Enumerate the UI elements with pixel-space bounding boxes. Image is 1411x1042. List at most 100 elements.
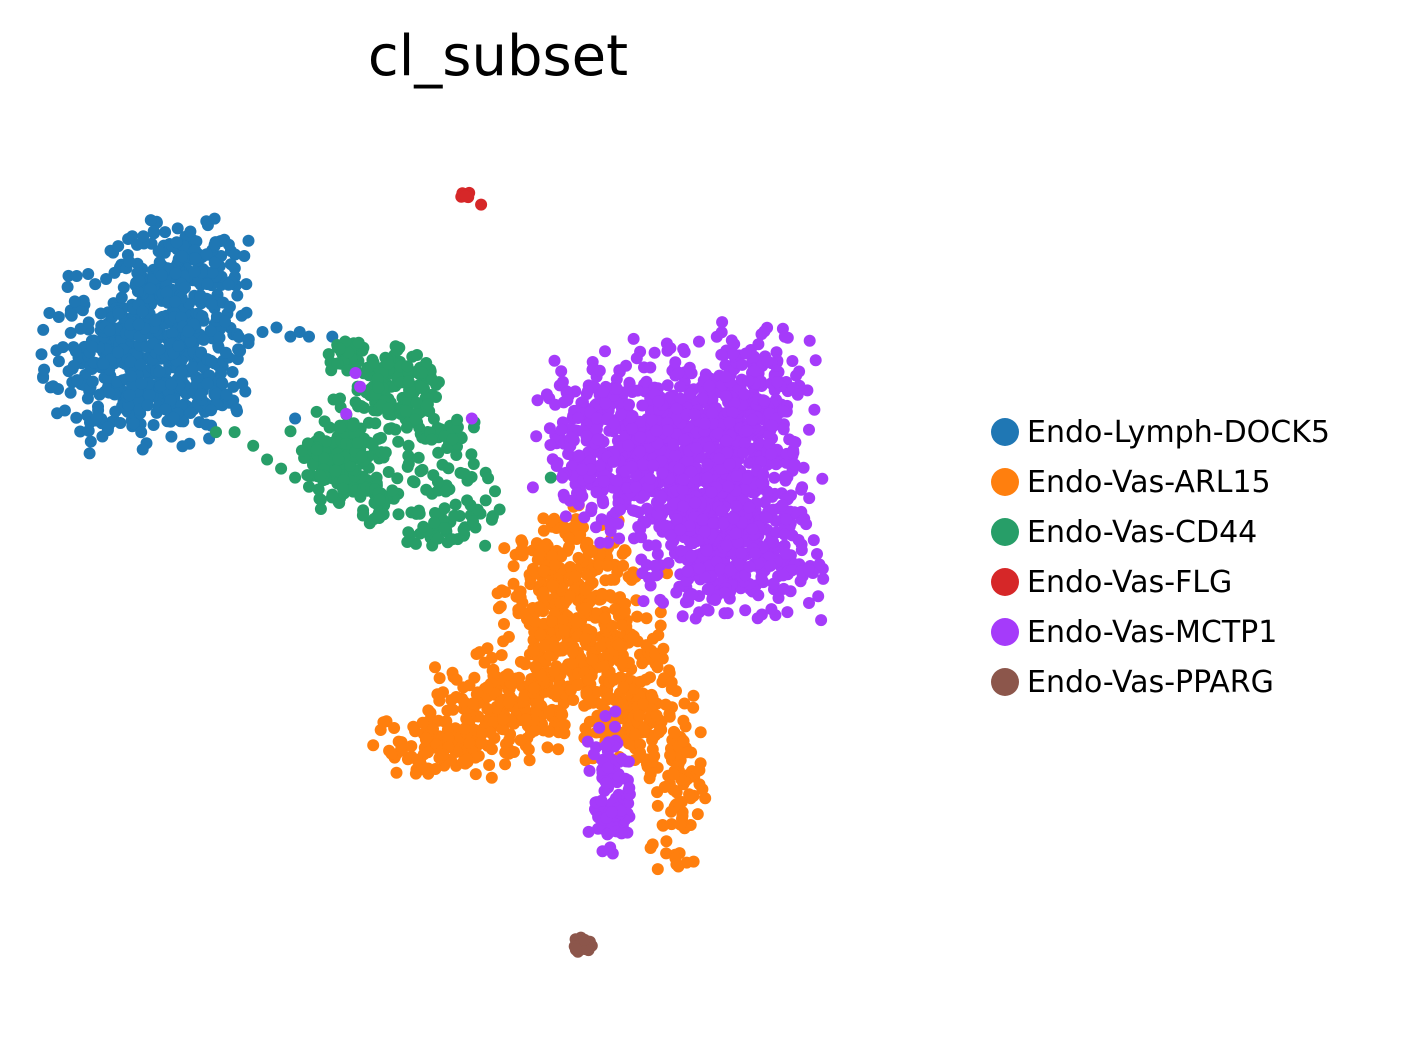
point <box>487 716 500 729</box>
point <box>791 388 804 401</box>
point <box>222 278 235 291</box>
point <box>650 569 663 582</box>
point <box>617 559 630 572</box>
point <box>135 377 148 390</box>
point <box>61 281 74 293</box>
point <box>673 462 686 475</box>
point <box>619 772 632 785</box>
point <box>70 411 83 424</box>
legend-item: Endo-Vas-PPARG <box>991 665 1274 700</box>
point <box>479 494 492 507</box>
point <box>627 631 640 644</box>
point <box>392 435 405 448</box>
point <box>389 423 402 436</box>
point <box>631 384 644 397</box>
point <box>578 511 591 524</box>
point <box>598 612 611 625</box>
point <box>147 225 160 238</box>
point <box>583 715 596 728</box>
point <box>429 661 441 674</box>
point <box>795 544 808 557</box>
point <box>671 797 684 810</box>
point <box>683 788 696 801</box>
point <box>489 485 501 498</box>
point <box>459 190 472 203</box>
point <box>379 446 392 459</box>
point <box>446 433 459 446</box>
point <box>172 340 185 352</box>
point <box>584 463 597 476</box>
legend-label: Endo-Vas-FLG <box>1027 565 1232 600</box>
point <box>622 439 635 452</box>
point <box>654 606 667 619</box>
point <box>632 520 645 533</box>
point <box>470 648 483 660</box>
point <box>617 681 630 694</box>
point <box>242 234 255 247</box>
point <box>636 567 649 580</box>
point <box>583 764 596 777</box>
point <box>167 411 180 424</box>
series-1 <box>367 499 712 876</box>
point <box>787 435 800 448</box>
point <box>90 411 103 424</box>
point <box>517 544 530 557</box>
point <box>175 311 188 324</box>
point <box>743 501 756 514</box>
point <box>144 282 157 295</box>
point <box>503 734 516 746</box>
point <box>82 268 95 280</box>
point <box>608 673 621 686</box>
point <box>569 570 582 583</box>
point <box>662 557 675 569</box>
point <box>82 316 95 329</box>
point <box>567 694 580 706</box>
point <box>502 630 515 643</box>
point <box>226 366 239 378</box>
point <box>100 273 113 285</box>
legend-marker <box>991 668 1019 696</box>
point <box>159 226 172 239</box>
point <box>686 537 699 550</box>
point <box>204 324 217 337</box>
point <box>576 490 589 503</box>
point <box>52 311 65 323</box>
point <box>402 375 415 388</box>
point <box>155 269 168 282</box>
point <box>728 338 741 351</box>
point <box>395 736 408 749</box>
point <box>735 547 748 560</box>
point <box>676 610 689 623</box>
point <box>647 459 660 472</box>
point <box>527 645 540 658</box>
point <box>607 417 620 430</box>
point <box>432 446 445 459</box>
point <box>599 397 612 410</box>
point <box>787 446 800 459</box>
point <box>352 336 365 349</box>
point <box>64 326 77 339</box>
point <box>646 632 659 645</box>
point <box>670 858 683 871</box>
point <box>458 722 471 735</box>
point <box>741 424 754 437</box>
legend-label: Endo-Lymph-DOCK5 <box>1027 415 1330 450</box>
point <box>514 734 527 747</box>
point <box>699 571 711 584</box>
point <box>425 433 438 446</box>
point <box>609 705 622 718</box>
point <box>699 792 712 805</box>
point <box>581 569 593 581</box>
point <box>240 306 253 319</box>
point <box>402 457 415 470</box>
point <box>445 694 458 707</box>
point <box>618 605 631 618</box>
point <box>792 534 805 546</box>
point <box>230 402 243 415</box>
point <box>432 532 445 545</box>
point <box>421 398 434 411</box>
point <box>702 582 715 595</box>
point <box>206 266 219 279</box>
point <box>135 426 148 439</box>
point <box>730 500 743 513</box>
